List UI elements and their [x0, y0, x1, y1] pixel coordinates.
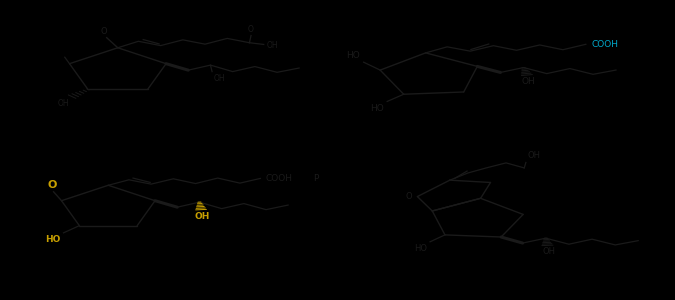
Text: OH: OH [267, 41, 279, 50]
Text: O: O [406, 192, 412, 201]
Text: HO: HO [370, 103, 384, 112]
Text: OH: OH [214, 74, 225, 83]
Text: OH: OH [522, 77, 535, 86]
Text: COOH: COOH [265, 174, 292, 183]
Text: OH: OH [57, 99, 69, 108]
Text: OH: OH [543, 247, 556, 256]
Text: O: O [100, 27, 107, 36]
Text: HO: HO [45, 235, 60, 244]
Text: COOH: COOH [591, 40, 618, 49]
Text: P: P [313, 174, 319, 183]
Text: HO: HO [346, 51, 360, 60]
Text: OH: OH [528, 152, 541, 160]
Text: HO: HO [414, 244, 427, 253]
Text: O: O [47, 180, 57, 190]
Text: OH: OH [195, 212, 211, 220]
Text: O: O [248, 25, 254, 34]
